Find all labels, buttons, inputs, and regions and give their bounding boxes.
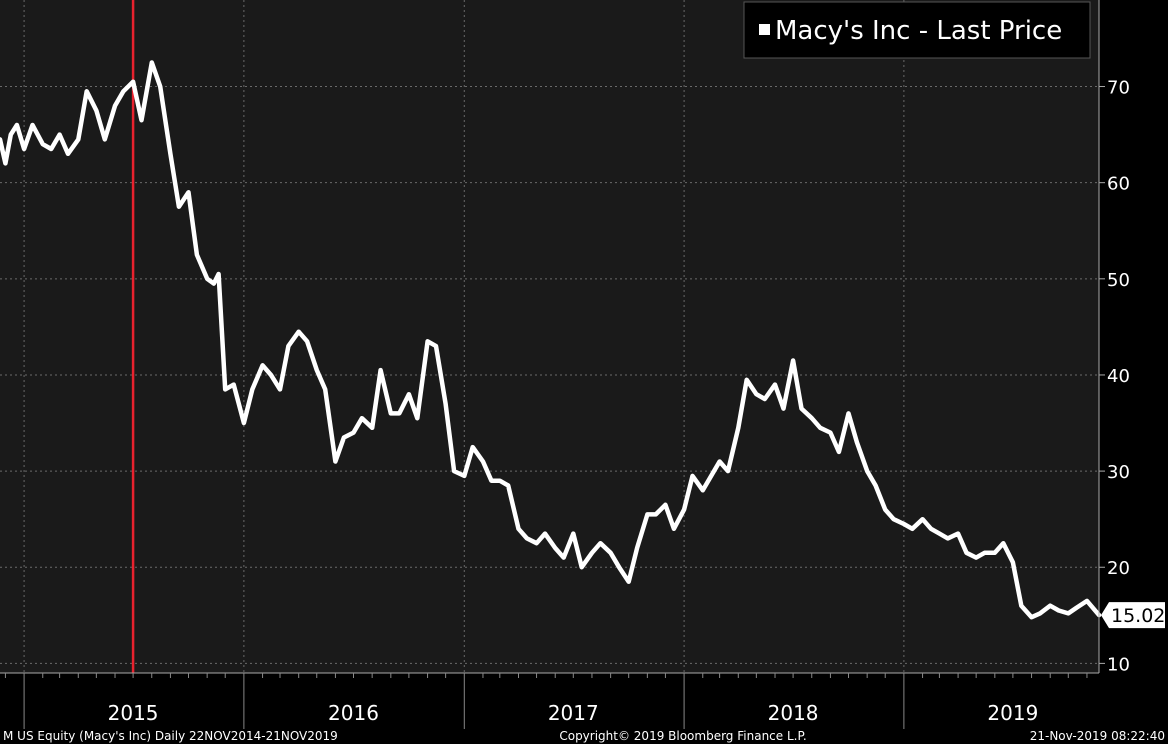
y-tick-label: 40 <box>1107 366 1130 387</box>
legend-label: Macy's Inc - Last Price <box>775 16 1062 46</box>
legend-box <box>743 1 1091 59</box>
x-axis-ticks: 2015 2016 2017 2018 2019 <box>4 673 1088 729</box>
y-tick-label: 60 <box>1107 174 1130 195</box>
x-tick-label: 2016 <box>328 701 379 725</box>
last-value-label: 15.02 <box>1111 605 1165 627</box>
x-tick-label: 2015 <box>108 701 159 725</box>
y-tick-label: 20 <box>1107 558 1130 579</box>
footer-security: M US Equity (Macy's Inc) Daily 22NOV2014… <box>3 729 338 743</box>
plot-background <box>0 0 1099 673</box>
footer-timestamp: 21-Nov-2019 08:22:40 <box>1030 729 1165 743</box>
grid-lines <box>0 0 1099 673</box>
last-value-shape <box>1101 602 1165 629</box>
last-value-badge: 15.02 <box>1101 602 1165 629</box>
y-tick-label: 10 <box>1107 654 1130 675</box>
x-tick-label: 2019 <box>987 701 1038 725</box>
legend-swatch <box>759 24 770 35</box>
price-series-line <box>0 60 1102 620</box>
footer-copyright: Copyright© 2019 Bloomberg Finance L.P. <box>559 729 806 743</box>
y-tick-label: 30 <box>1107 462 1130 483</box>
y-tick-label: 50 <box>1107 270 1130 291</box>
legend: Macy's Inc - Last Price <box>743 1 1091 59</box>
x-tick-label: 2017 <box>548 701 599 725</box>
y-tick-label: 70 <box>1107 78 1130 99</box>
y-axis-ticks: 10 20 30 40 50 60 70 <box>1099 78 1130 675</box>
x-tick-label: 2018 <box>768 701 819 725</box>
